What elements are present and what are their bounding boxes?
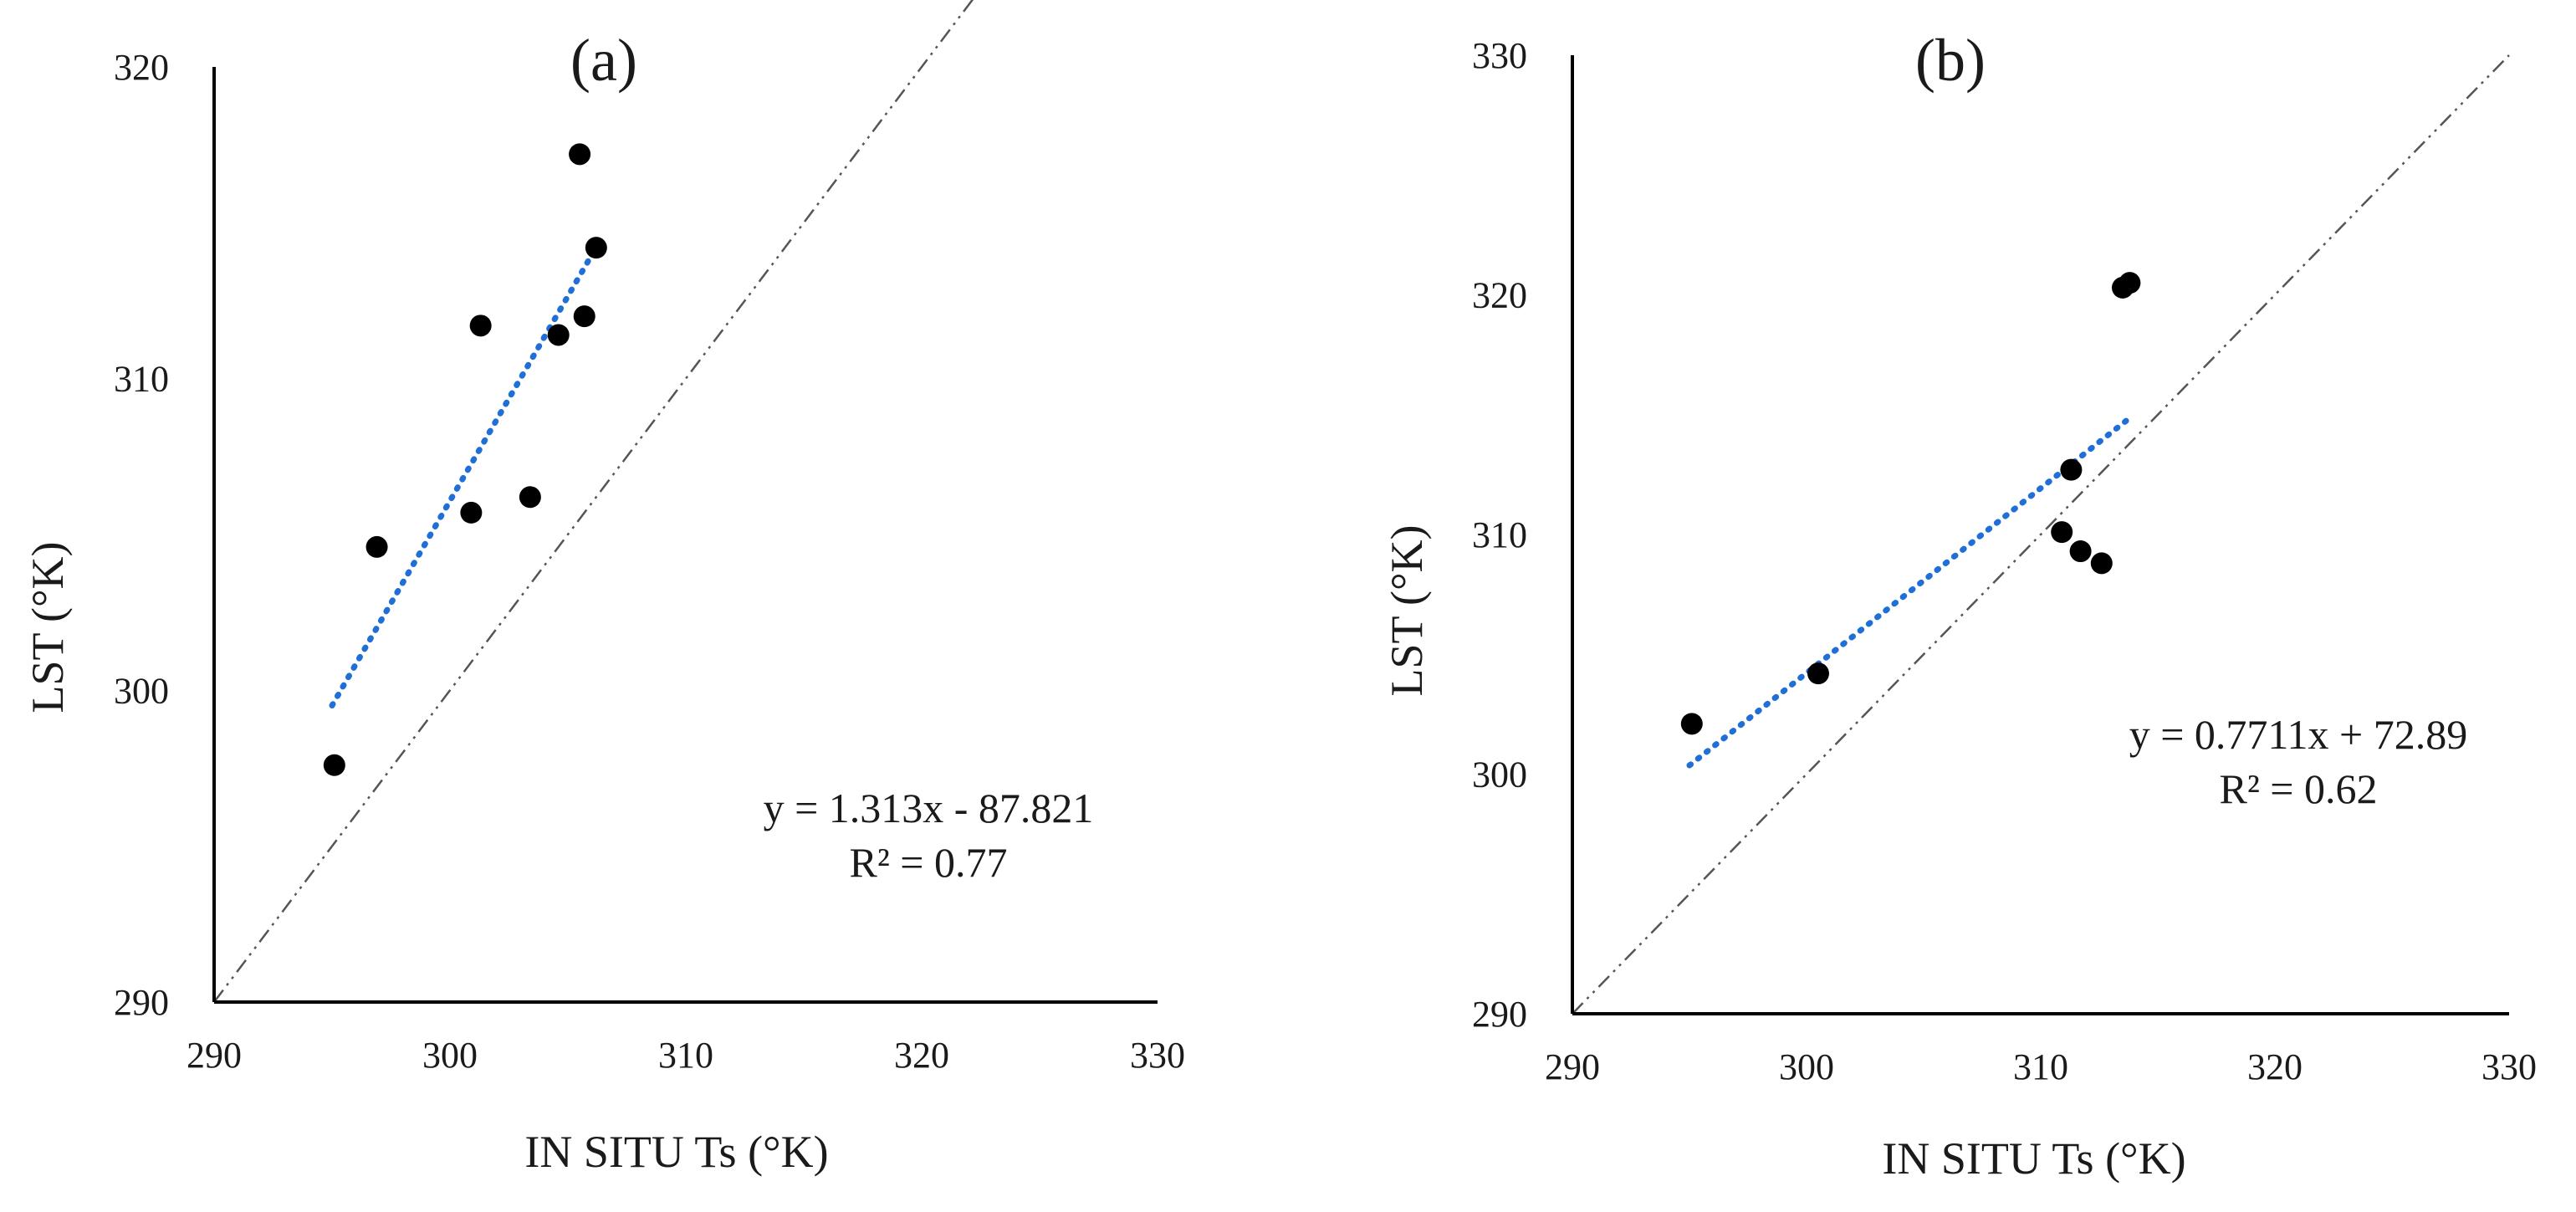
data-point xyxy=(323,754,345,776)
y-tick-label: 310 xyxy=(114,359,169,400)
trendline xyxy=(329,243,600,708)
data-point xyxy=(1807,662,1829,685)
data-point xyxy=(365,535,388,558)
trendline-equation: y = 1.313x - 87.821 xyxy=(764,785,1094,831)
x-tick-label: 290 xyxy=(1545,1046,1600,1087)
data-point xyxy=(460,501,483,524)
x-tick-label: 300 xyxy=(1779,1046,1834,1087)
data-point xyxy=(2060,458,2083,481)
y-tick-label: 330 xyxy=(1472,35,1527,76)
identity-line xyxy=(1572,54,2510,1015)
x-tick-label: 320 xyxy=(894,1035,949,1076)
x-tick-label: 290 xyxy=(187,1035,242,1076)
panel-label: (a) xyxy=(570,27,637,94)
data-point xyxy=(547,324,570,346)
panel-b: (b) IN SITU Ts (°K) LST (°K) y = 0.7711x… xyxy=(1382,27,2537,1184)
panel-label: (b) xyxy=(1915,27,1986,94)
data-point xyxy=(2090,552,2113,575)
x-tick-label: 300 xyxy=(422,1035,478,1076)
x-tick-label: 320 xyxy=(2247,1046,2303,1087)
r-squared-label: R² = 0.77 xyxy=(849,839,1007,886)
y-tick-label: 300 xyxy=(114,670,169,711)
data-point xyxy=(2119,272,2141,294)
x-tick-label: 310 xyxy=(658,1035,713,1076)
data-point xyxy=(573,305,595,328)
y-tick-label: 310 xyxy=(1472,514,1527,555)
r-squared-label: R² = 0.62 xyxy=(2219,765,2377,812)
y-tick-label: 290 xyxy=(1472,994,1527,1035)
data-point xyxy=(2051,521,2073,544)
y-tick-label: 290 xyxy=(114,982,169,1023)
identity-line xyxy=(213,0,974,1003)
data-point xyxy=(469,315,492,337)
y-axis-title: LST (°K) xyxy=(23,541,73,713)
x-tick-label: 310 xyxy=(2013,1046,2068,1087)
x-tick-label: 330 xyxy=(2481,1046,2537,1087)
data-point xyxy=(519,486,541,509)
y-tick-label: 300 xyxy=(1472,754,1527,795)
panel-a: (a) IN SITU Ts (°K) LST (°K) y = 1.313x … xyxy=(23,0,1185,1177)
y-tick-label: 320 xyxy=(1472,275,1527,316)
data-point xyxy=(1680,713,1703,735)
data-point xyxy=(2069,540,2092,563)
trendline xyxy=(1686,417,2131,769)
x-tick-label: 330 xyxy=(1130,1035,1185,1076)
y-axis-title: LST (°K) xyxy=(1382,524,1432,696)
y-tick-label: 320 xyxy=(114,47,169,88)
x-axis-title: IN SITU Ts (°K) xyxy=(1882,1133,2185,1184)
data-point xyxy=(585,237,607,259)
trendline-equation: y = 0.7711x + 72.89 xyxy=(2129,711,2468,758)
data-point xyxy=(569,143,591,166)
x-axis-title: IN SITU Ts (°K) xyxy=(524,1127,828,1177)
